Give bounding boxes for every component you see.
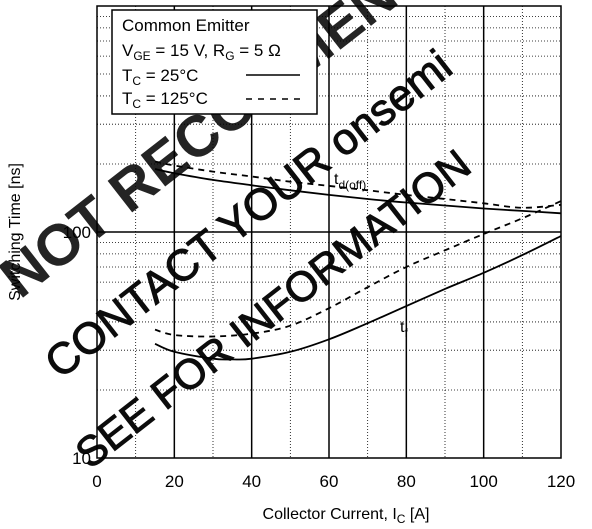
x-tick-label: 100 — [469, 472, 497, 491]
y-axis-title: Switching Time [ns] — [7, 163, 24, 301]
x-tick-labels: 0 20 40 60 80 100 120 — [92, 472, 575, 491]
series-layer — [154, 160, 562, 361]
legend-box — [111, 9, 318, 115]
annotation-tf: tf — [400, 319, 408, 340]
legend-conditions: VGE = 15 V, RG = 5 Ω — [122, 41, 281, 63]
x-tick-label: 80 — [397, 472, 416, 491]
y-tick-label: 100 — [63, 223, 91, 242]
x-tick-label: 20 — [165, 472, 184, 491]
annotation-tdoff: td(off) — [334, 171, 366, 192]
series-tf-125c — [154, 200, 562, 338]
series-tdoff-25c — [154, 168, 562, 215]
legend-entry-25c: TC = 25°C — [122, 66, 198, 88]
x-tick-label: 120 — [547, 472, 575, 491]
x-tick-label: 60 — [320, 472, 339, 491]
y-tick-label: 10 — [72, 449, 91, 468]
plot-frame — [96, 5, 562, 459]
legend-entry-125c: TC = 125°C — [122, 89, 208, 111]
legend-title: Common Emitter — [122, 16, 250, 35]
x-tick-label: 0 — [92, 472, 101, 491]
legend: Common Emitter VGE = 15 V, RG = 5 Ω TC =… — [111, 9, 318, 115]
series-tdoff-125c — [154, 160, 562, 209]
y-tick-labels: 10 100 — [63, 223, 91, 468]
x-axis-title: Collector Current, IC [A] — [263, 506, 430, 526]
series-tf-25c — [154, 235, 562, 361]
x-tick-label: 40 — [242, 472, 261, 491]
